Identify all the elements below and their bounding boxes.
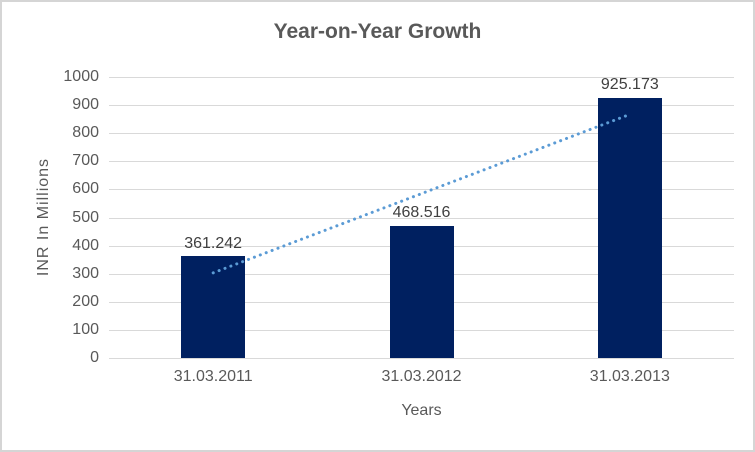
gridline <box>109 161 734 163</box>
bar <box>597 98 662 358</box>
y-tick-label: 0 <box>90 349 99 366</box>
y-tick-label: 900 <box>72 96 99 114</box>
y-tick-label: 600 <box>72 180 99 198</box>
gridline <box>109 189 734 191</box>
gridline <box>109 358 734 359</box>
x-tick-label: 31.03.2011 <box>173 368 253 385</box>
gridline <box>109 105 734 107</box>
trendline <box>211 112 632 275</box>
bar <box>389 226 454 358</box>
plot-area: 361.242 468.516 925.173 <box>109 76 734 359</box>
gridline <box>109 77 734 78</box>
y-axis-ticks: 1000 900 800 700 600 500 400 300 200 100 0 <box>2 68 99 366</box>
y-tick-label: 200 <box>72 292 99 310</box>
y-tick-label: 300 <box>72 264 99 282</box>
bar-data-label: 468.516 <box>392 204 451 222</box>
bar-data-label: 925.173 <box>600 76 659 94</box>
gridline <box>109 217 734 219</box>
gridline <box>109 133 734 135</box>
y-tick-label: 100 <box>72 320 99 338</box>
x-axis-ticks: 31.03.2011 31.03.2012 31.03.2013 <box>109 368 734 388</box>
y-tick-label: 400 <box>72 236 99 254</box>
x-tick-label: 31.03.2012 <box>381 368 462 385</box>
bar-data-label: 361.242 <box>184 234 243 252</box>
x-axis-title: Years <box>401 402 442 419</box>
chart-title: Year-on-Year Growth <box>273 20 482 43</box>
y-tick-label: 800 <box>72 124 99 142</box>
y-tick-label: 500 <box>72 208 99 226</box>
y-tick-label: 1000 <box>63 68 99 85</box>
y-tick-label: 700 <box>72 152 99 170</box>
x-tick-label: 31.03.2013 <box>589 368 670 385</box>
